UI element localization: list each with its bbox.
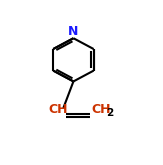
Text: 2: 2 (106, 108, 113, 118)
Text: CH: CH (91, 103, 111, 116)
Text: N: N (68, 25, 79, 38)
Text: CH: CH (49, 103, 68, 116)
